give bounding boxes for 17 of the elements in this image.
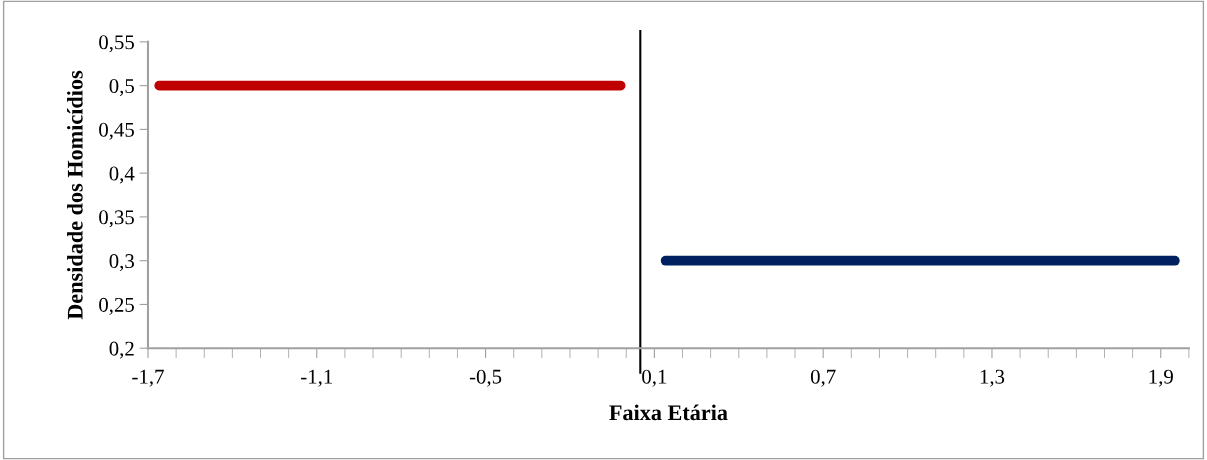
y-tick-label: 0,4 <box>109 166 135 184</box>
x-tick-label: -1,7 <box>132 369 164 387</box>
x-tick-label: 0,1 <box>642 369 667 387</box>
x-axis-title: Faixa Etária <box>609 404 728 421</box>
x-tick-label: 1,9 <box>1149 369 1173 387</box>
y-tick-label: 0,5 <box>109 79 134 97</box>
x-tick-label: -1,1 <box>301 369 333 387</box>
y-tick-label: 0,55 <box>99 35 134 53</box>
x-tick-label: 1,3 <box>980 369 1005 387</box>
y-axis-title: Densidade dos Homicídios <box>67 70 83 320</box>
x-tick-label: -0,5 <box>469 369 502 387</box>
y-tick-label: 0,35 <box>99 210 134 228</box>
x-tick-label: 0,7 <box>810 369 836 387</box>
y-tick-label: 0,2 <box>109 341 134 359</box>
y-tick-label: 0,3 <box>109 254 134 272</box>
y-tick-label: 0,25 <box>99 297 134 315</box>
y-tick-label: 0,45 <box>99 122 134 140</box>
